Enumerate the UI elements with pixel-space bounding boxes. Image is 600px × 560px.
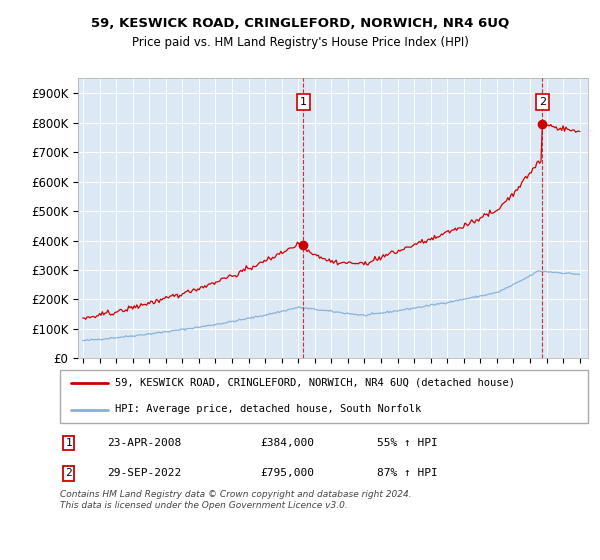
Text: Price paid vs. HM Land Registry's House Price Index (HPI): Price paid vs. HM Land Registry's House …: [131, 36, 469, 49]
Text: 23-APR-2008: 23-APR-2008: [107, 438, 182, 448]
Text: 1: 1: [65, 438, 72, 448]
Text: Contains HM Land Registry data © Crown copyright and database right 2024.
This d: Contains HM Land Registry data © Crown c…: [60, 491, 412, 510]
Text: HPI: Average price, detached house, South Norfolk: HPI: Average price, detached house, Sout…: [115, 404, 422, 414]
Text: £384,000: £384,000: [260, 438, 314, 448]
Text: 55% ↑ HPI: 55% ↑ HPI: [377, 438, 437, 448]
FancyBboxPatch shape: [60, 370, 588, 423]
Text: 1: 1: [300, 97, 307, 107]
Text: 59, KESWICK ROAD, CRINGLEFORD, NORWICH, NR4 6UQ: 59, KESWICK ROAD, CRINGLEFORD, NORWICH, …: [91, 17, 509, 30]
Text: 2: 2: [539, 97, 546, 107]
Text: 2: 2: [65, 468, 72, 478]
Text: 59, KESWICK ROAD, CRINGLEFORD, NORWICH, NR4 6UQ (detached house): 59, KESWICK ROAD, CRINGLEFORD, NORWICH, …: [115, 378, 515, 388]
Text: £795,000: £795,000: [260, 468, 314, 478]
Text: 29-SEP-2022: 29-SEP-2022: [107, 468, 182, 478]
Text: 87% ↑ HPI: 87% ↑ HPI: [377, 468, 437, 478]
